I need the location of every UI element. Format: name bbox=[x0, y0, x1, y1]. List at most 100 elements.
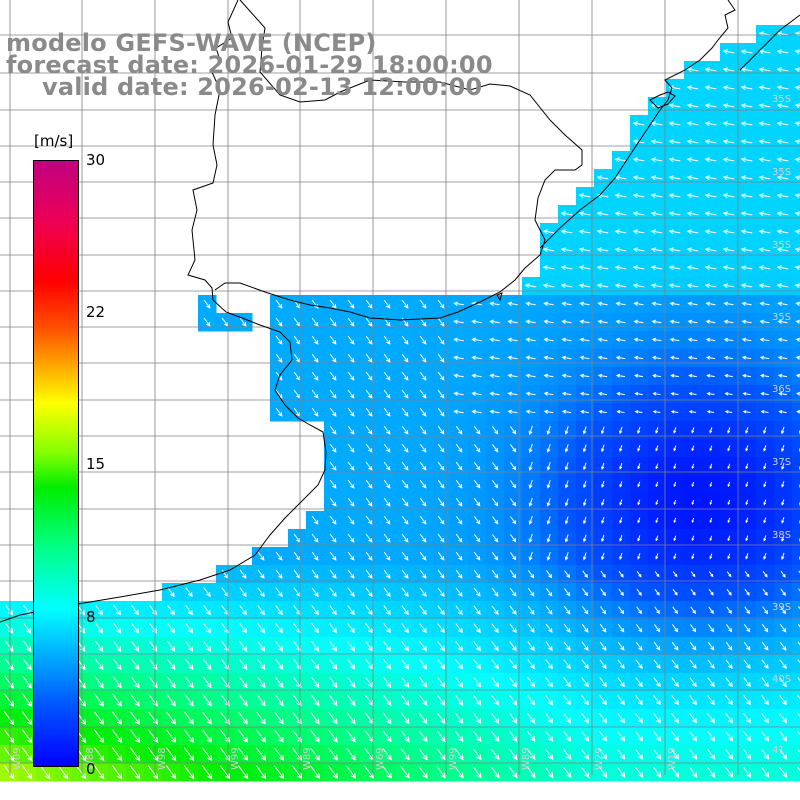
wind-arrow bbox=[709, 553, 713, 560]
wind-arrow bbox=[763, 426, 767, 435]
wind-arrow bbox=[525, 409, 536, 414]
wind-arrow bbox=[148, 693, 158, 707]
wind-arrow bbox=[794, 139, 800, 145]
wind-cell bbox=[792, 709, 800, 728]
wind-arrow bbox=[57, 765, 69, 780]
wind-arrow bbox=[527, 623, 535, 634]
wind-arrow bbox=[668, 283, 681, 289]
latitude-label: 35S bbox=[772, 312, 791, 323]
wind-arrow bbox=[185, 605, 193, 616]
wind-arrow bbox=[761, 748, 770, 760]
colorbar-tick-0: 0 bbox=[86, 760, 96, 778]
wind-arrow bbox=[455, 605, 463, 616]
wind-cell bbox=[792, 745, 800, 764]
wind-arrow bbox=[744, 588, 750, 596]
wind-arrow bbox=[688, 392, 697, 396]
wind-arrow bbox=[491, 498, 499, 507]
wind-arrow bbox=[634, 766, 644, 778]
wind-arrow bbox=[184, 676, 194, 689]
wind-arrow bbox=[650, 139, 663, 145]
wind-arrow bbox=[763, 445, 767, 452]
wind-arrow bbox=[401, 389, 409, 399]
wind-arrow bbox=[776, 229, 789, 235]
wind-arrow bbox=[705, 337, 716, 342]
wind-arrow bbox=[471, 319, 482, 324]
wind-arrow bbox=[507, 337, 518, 342]
wind-arrow bbox=[760, 410, 769, 414]
wind-cell bbox=[792, 457, 800, 476]
wind-arrow bbox=[653, 641, 661, 651]
wind-arrow bbox=[453, 391, 464, 396]
wind-arrow bbox=[741, 319, 752, 324]
wind-arrow bbox=[706, 766, 716, 778]
wind-arrow bbox=[781, 444, 785, 453]
wind-arrow bbox=[686, 85, 699, 91]
wind-arrow bbox=[472, 712, 482, 724]
wind-arrow bbox=[740, 121, 753, 127]
wind-arrow bbox=[473, 623, 481, 634]
wind-arrow bbox=[758, 265, 771, 271]
wind-arrow bbox=[704, 67, 717, 73]
wind-arrow bbox=[633, 319, 644, 324]
wind-arrow bbox=[473, 551, 481, 561]
wind-arrow bbox=[473, 480, 481, 489]
wind-arrow bbox=[761, 713, 770, 724]
wind-arrow bbox=[779, 641, 787, 651]
wind-arrow bbox=[3, 729, 15, 744]
colorbar-tick-30: 30 bbox=[86, 151, 106, 169]
wind-arrow bbox=[275, 335, 283, 345]
wind-arrow bbox=[745, 535, 749, 542]
wind-arrow bbox=[580, 748, 590, 760]
wind-arrow bbox=[238, 711, 248, 725]
wind-arrow bbox=[184, 658, 194, 671]
wind-arrow bbox=[491, 623, 499, 634]
wind-arrow bbox=[400, 765, 410, 779]
wind-cell bbox=[792, 295, 800, 314]
wind-arrow bbox=[686, 265, 699, 271]
wind-arrow bbox=[763, 535, 767, 542]
wind-arrow bbox=[510, 534, 517, 543]
wind-arrow bbox=[795, 319, 800, 324]
wind-arrow bbox=[795, 355, 800, 360]
wind-arrow bbox=[347, 371, 355, 381]
wind-arrow bbox=[689, 748, 698, 760]
latitude-label: 35S bbox=[772, 167, 791, 178]
wind-arrow bbox=[347, 317, 355, 327]
wind-arrow bbox=[758, 49, 771, 55]
latitude-label: 40S bbox=[772, 674, 791, 685]
wind-arrow bbox=[471, 391, 482, 396]
wind-arrow bbox=[472, 766, 482, 779]
wind-arrow bbox=[579, 301, 590, 306]
wind-arrow bbox=[564, 444, 569, 453]
wind-arrow bbox=[707, 748, 716, 760]
wind-arrow bbox=[741, 337, 752, 342]
wind-arrow bbox=[741, 355, 752, 360]
wind-arrow bbox=[704, 85, 717, 91]
wind-arrow bbox=[546, 516, 551, 525]
wind-arrow bbox=[794, 211, 800, 217]
wind-arrow bbox=[383, 551, 391, 561]
wind-arrow bbox=[310, 729, 320, 743]
wind-arrow bbox=[238, 676, 248, 689]
wind-arrow bbox=[311, 515, 319, 525]
wind-arrow bbox=[383, 407, 391, 417]
wind-arrow bbox=[653, 748, 662, 760]
wind-arrow bbox=[599, 623, 607, 633]
wind-arrow bbox=[745, 481, 749, 488]
wind-arrow bbox=[454, 694, 464, 706]
wind-arrow bbox=[615, 337, 626, 342]
wind-arrow bbox=[455, 587, 463, 597]
wind-cell bbox=[792, 601, 800, 620]
wind-cell bbox=[792, 277, 800, 296]
wind-arrow bbox=[689, 659, 697, 669]
wind-arrow bbox=[619, 463, 623, 470]
coastline bbox=[0, 0, 800, 623]
wind-arrow bbox=[311, 389, 319, 399]
wind-arrow bbox=[688, 373, 697, 378]
wind-arrow bbox=[22, 640, 32, 653]
wind-arrow bbox=[655, 463, 659, 470]
wind-arrow bbox=[672, 606, 678, 615]
wind-arrow bbox=[507, 409, 518, 414]
wind-arrow bbox=[437, 389, 445, 399]
wind-arrow bbox=[671, 730, 680, 742]
